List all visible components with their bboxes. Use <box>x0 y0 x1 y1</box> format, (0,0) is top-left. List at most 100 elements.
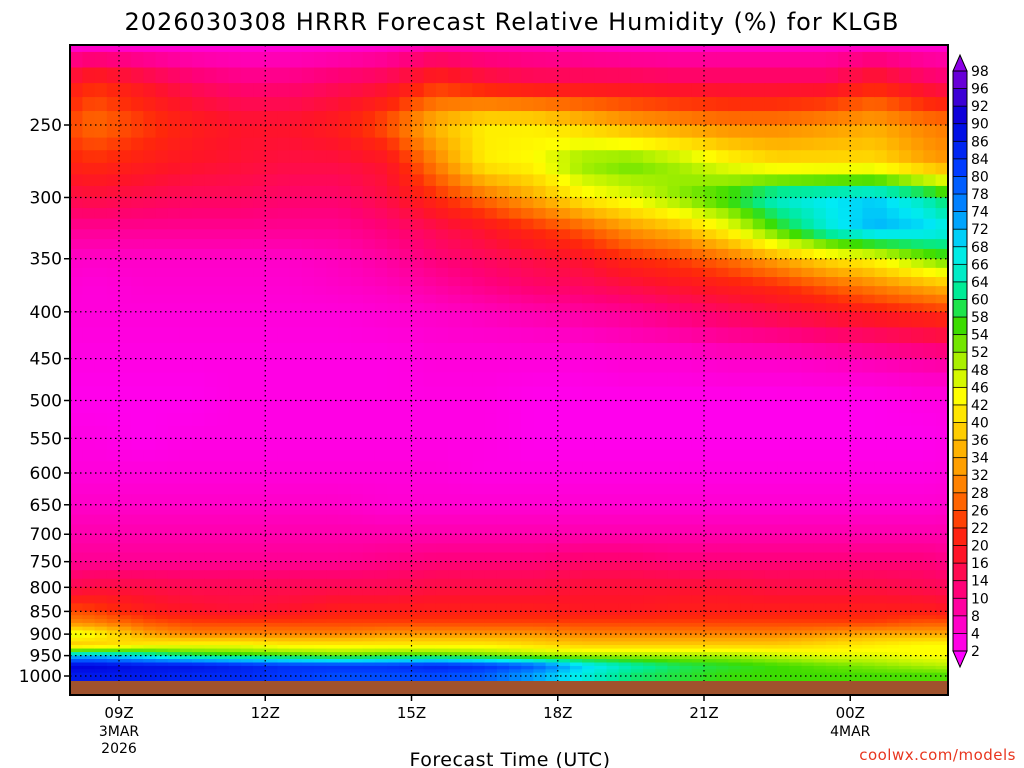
heatmap-cell <box>253 472 266 485</box>
heatmap-cell <box>643 637 656 642</box>
heatmap-cell <box>94 413 108 427</box>
heatmap-cell <box>618 461 632 474</box>
heatmap-cell <box>704 655 717 660</box>
heatmap-cell <box>289 267 303 278</box>
heatmap-cell <box>496 311 510 329</box>
heatmap-cell <box>594 162 608 176</box>
heatmap-cell <box>630 524 644 535</box>
heatmap-cell <box>643 438 656 451</box>
heatmap-cell <box>314 174 327 187</box>
heatmap-cell <box>813 229 827 240</box>
heatmap-cell <box>728 645 742 650</box>
heatmap-cell <box>618 619 632 624</box>
heatmap-cell <box>923 578 937 588</box>
heatmap-cell <box>509 652 522 657</box>
heatmap-cell <box>387 162 400 176</box>
heatmap-cell <box>240 125 254 139</box>
heatmap-cell <box>411 472 425 485</box>
heatmap-cell <box>545 372 559 388</box>
heatmap-cell <box>679 277 693 287</box>
heatmap-cell <box>911 641 924 646</box>
heatmap-cell <box>289 578 303 588</box>
heatmap-cell <box>752 552 766 563</box>
heatmap-cell <box>314 229 327 240</box>
heatmap-cell <box>825 174 839 187</box>
heatmap-cell <box>569 587 583 596</box>
heatmap-cell <box>70 277 84 287</box>
heatmap-cell <box>509 358 522 374</box>
heatmap-cell <box>496 634 510 639</box>
heatmap-cell <box>850 150 864 164</box>
heatmap-cell <box>216 97 230 112</box>
heatmap-cell <box>289 587 303 596</box>
heatmap-cell <box>801 587 815 596</box>
heatmap-cell <box>911 400 924 414</box>
heatmap-cell <box>935 218 948 230</box>
heatmap-cell <box>143 286 157 296</box>
heatmap-cell <box>850 45 864 53</box>
heatmap-cell <box>448 603 461 612</box>
heatmap-cell <box>691 570 705 580</box>
heatmap-cell <box>448 413 461 427</box>
heatmap-cell <box>582 67 595 84</box>
heatmap-cell <box>228 587 242 596</box>
heatmap-cell <box>655 637 669 642</box>
heatmap-cell <box>228 343 242 360</box>
heatmap-cell <box>716 327 729 344</box>
heatmap-cell <box>923 358 937 374</box>
heatmap-cell <box>265 372 279 388</box>
heatmap-cell <box>752 611 766 616</box>
heatmap-cell <box>326 659 339 664</box>
heatmap-cell <box>496 386 510 402</box>
heatmap-cell <box>667 595 681 604</box>
heatmap-cell <box>813 248 827 260</box>
heatmap-cell <box>764 622 778 628</box>
heatmap-cell <box>265 229 279 240</box>
heatmap-cell <box>509 662 522 667</box>
heatmap-cell <box>460 524 474 535</box>
heatmap-cell <box>886 449 900 463</box>
heatmap-cell <box>557 524 571 535</box>
heatmap-cell <box>277 637 291 642</box>
heatmap-cell <box>899 358 912 374</box>
heatmap-cell <box>801 619 815 624</box>
heatmap-cell <box>265 425 279 439</box>
heatmap-cell <box>484 438 498 451</box>
heatmap-cell <box>911 258 924 269</box>
heatmap-cell <box>569 174 583 187</box>
heatmap-cell <box>143 111 157 126</box>
heatmap-cell <box>131 472 144 485</box>
heatmap-cell <box>862 655 876 660</box>
heatmap-cell <box>314 449 327 463</box>
heatmap-cell <box>362 552 376 563</box>
heatmap-cell <box>484 543 498 554</box>
heatmap-cell <box>582 286 595 296</box>
heatmap-cell <box>277 386 291 402</box>
heatmap-cell <box>899 449 912 463</box>
heatmap-cell <box>155 386 169 402</box>
heatmap-cell <box>777 504 790 516</box>
heatmap-cell <box>435 45 449 53</box>
heatmap-cell <box>472 611 486 616</box>
heatmap-cell <box>228 626 242 631</box>
heatmap-cell <box>423 615 437 620</box>
heatmap-cell <box>314 622 327 628</box>
heatmap-cell <box>435 294 449 304</box>
heatmap-cell <box>777 258 790 269</box>
heatmap-cell <box>119 277 132 287</box>
heatmap-cell <box>704 622 717 628</box>
heatmap-cell <box>764 97 778 112</box>
heatmap-cell <box>82 534 96 544</box>
heatmap-cell <box>277 655 291 660</box>
heatmap-cell <box>545 514 559 526</box>
heatmap-cell <box>521 185 534 199</box>
heatmap-cell <box>240 327 254 344</box>
heatmap-cell <box>752 197 766 209</box>
heatmap-cell <box>838 137 851 151</box>
heatmap-cell <box>728 587 742 596</box>
heatmap-cell <box>606 552 620 563</box>
heatmap-cell <box>484 150 498 164</box>
heatmap-cell <box>557 494 571 506</box>
heatmap-cell <box>265 162 279 176</box>
heatmap-cell <box>192 162 205 176</box>
